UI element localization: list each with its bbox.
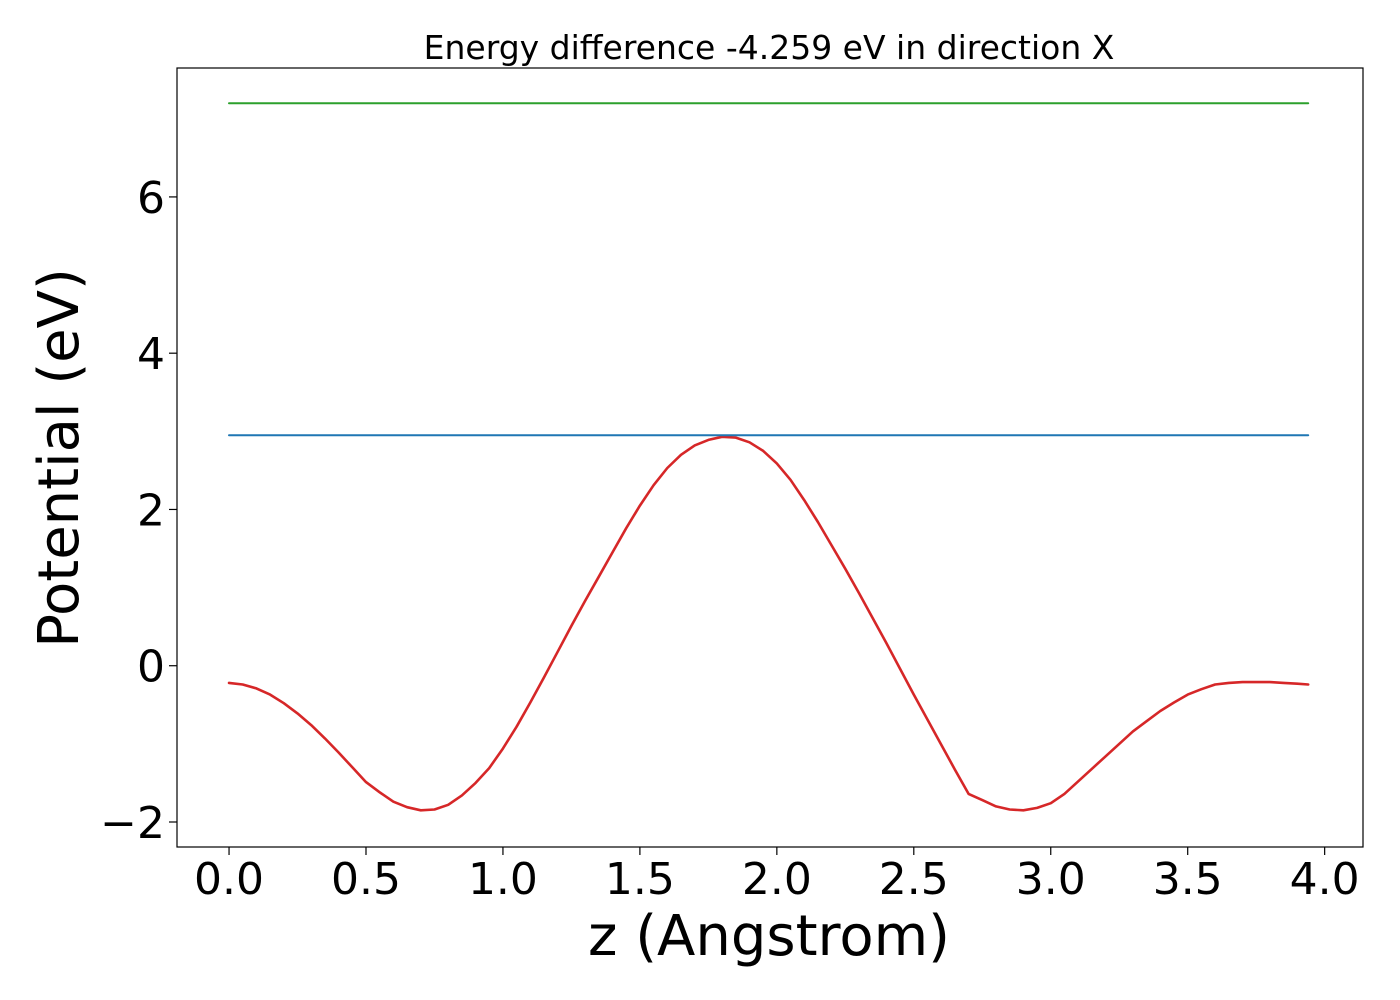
x-tick-label: 1.0 bbox=[468, 854, 538, 905]
plot-area bbox=[227, 102, 1310, 812]
y-axis: −2 0 2 4 6 bbox=[100, 173, 177, 849]
x-tick-label: 0.0 bbox=[194, 854, 264, 905]
x-tick-label: 2.5 bbox=[879, 854, 949, 905]
y-tick-label: 2 bbox=[137, 485, 165, 536]
x-axis-label: z (Angstrom) bbox=[588, 904, 950, 969]
y-tick-label: 6 bbox=[137, 173, 165, 224]
series-line-1 bbox=[227, 435, 1310, 812]
x-tick-label: 0.5 bbox=[331, 854, 401, 905]
x-tick-label: 3.0 bbox=[1016, 854, 1086, 905]
y-tick-label: −2 bbox=[100, 798, 165, 849]
chart-title: Energy difference -4.259 eV in direction… bbox=[424, 28, 1115, 67]
x-tick-label: 4.0 bbox=[1290, 854, 1360, 905]
x-tick-label: 2.0 bbox=[742, 854, 812, 905]
axes-frame bbox=[176, 67, 1364, 848]
y-axis-label: Potential (eV) bbox=[27, 268, 92, 648]
x-tick-label: 1.5 bbox=[605, 854, 675, 905]
x-tick-label: 3.5 bbox=[1153, 854, 1223, 905]
x-axis: 0.0 0.5 1.0 1.5 2.0 2.5 3.0 3.5 4.0 bbox=[194, 847, 1360, 905]
y-tick-label: 0 bbox=[137, 642, 165, 693]
y-tick-label: 4 bbox=[137, 329, 165, 380]
